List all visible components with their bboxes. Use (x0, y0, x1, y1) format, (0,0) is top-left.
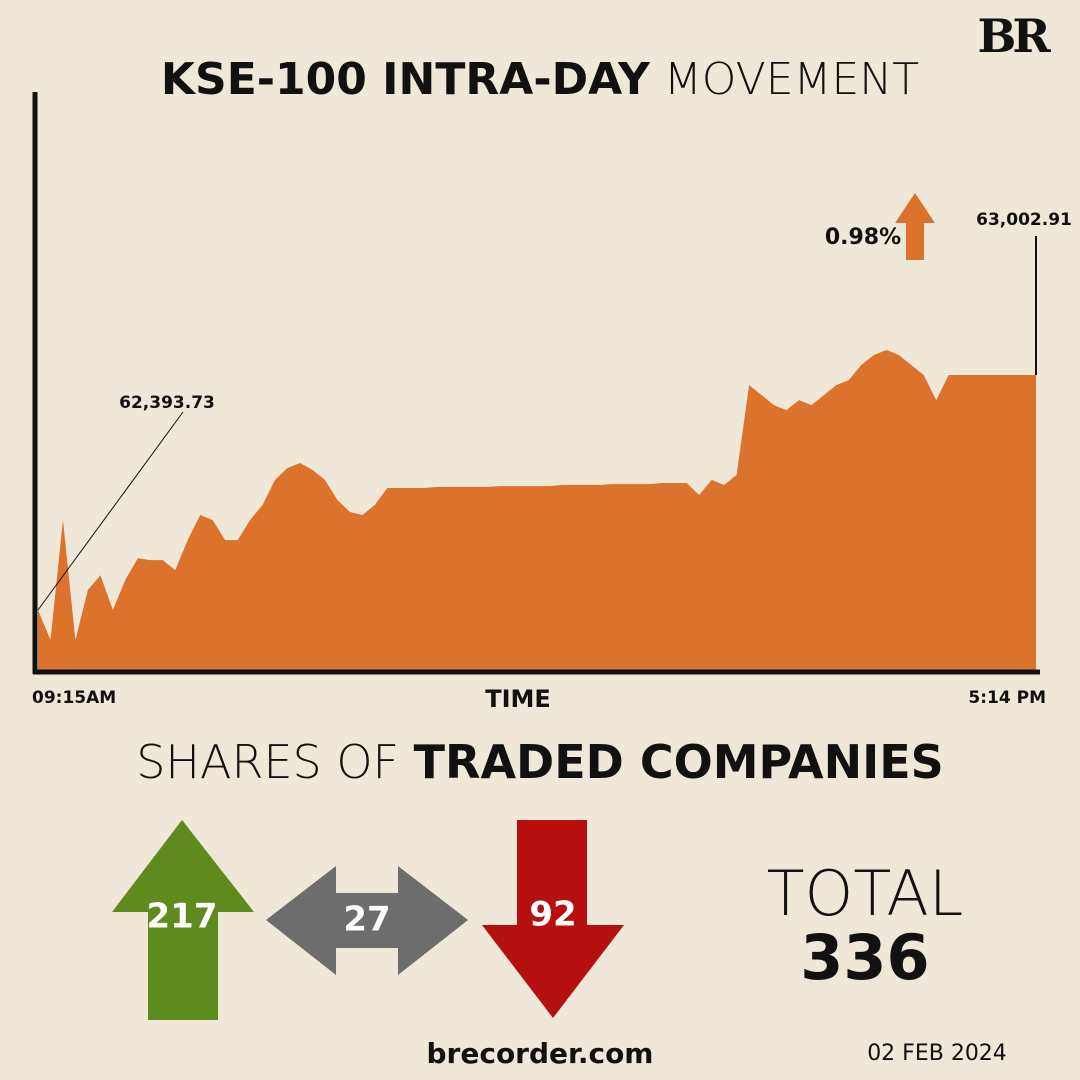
site: brecorder.com (427, 1037, 654, 1070)
down-count: 92 (529, 895, 576, 935)
section-title-bold: TRADED COMPANIES (414, 735, 944, 789)
section-title: SHARES OF TRADED COMPANIES (136, 735, 944, 789)
value-label: 63,002.91 (976, 210, 1072, 230)
up-arrow (112, 820, 254, 1020)
down-arrow (482, 820, 624, 1018)
change-label: 0.98% (825, 225, 901, 250)
unchanged-count: 27 (343, 900, 390, 940)
total-value: 336 (800, 921, 929, 994)
total-label: TOTAL (767, 857, 964, 930)
plot: 62,393.73 63,002.91 09:15AM 5:14 PM 0.98% (32, 193, 1072, 708)
unchanged-arrow (266, 866, 468, 975)
chart-title: KSE-100 INTRA-DAY MOVEMENT (161, 54, 919, 105)
x-tick-label: 09:15AM (32, 688, 116, 708)
x-axis-label: TIME (485, 685, 551, 713)
area (38, 349, 1036, 672)
leader-line (37, 411, 184, 611)
value-label: 62,393.73 (119, 393, 215, 413)
logo: BR (977, 9, 1051, 63)
up-count: 217 (147, 897, 218, 937)
change-arrow (895, 193, 935, 260)
section-title-light: SHARES OF (136, 735, 399, 789)
title-bold: KSE-100 INTRA-DAY (161, 54, 651, 105)
x-tick-label: 5:14 PM (968, 688, 1046, 708)
date: 02 FEB 2024 (867, 1041, 1007, 1066)
title-light: MOVEMENT (664, 54, 919, 105)
